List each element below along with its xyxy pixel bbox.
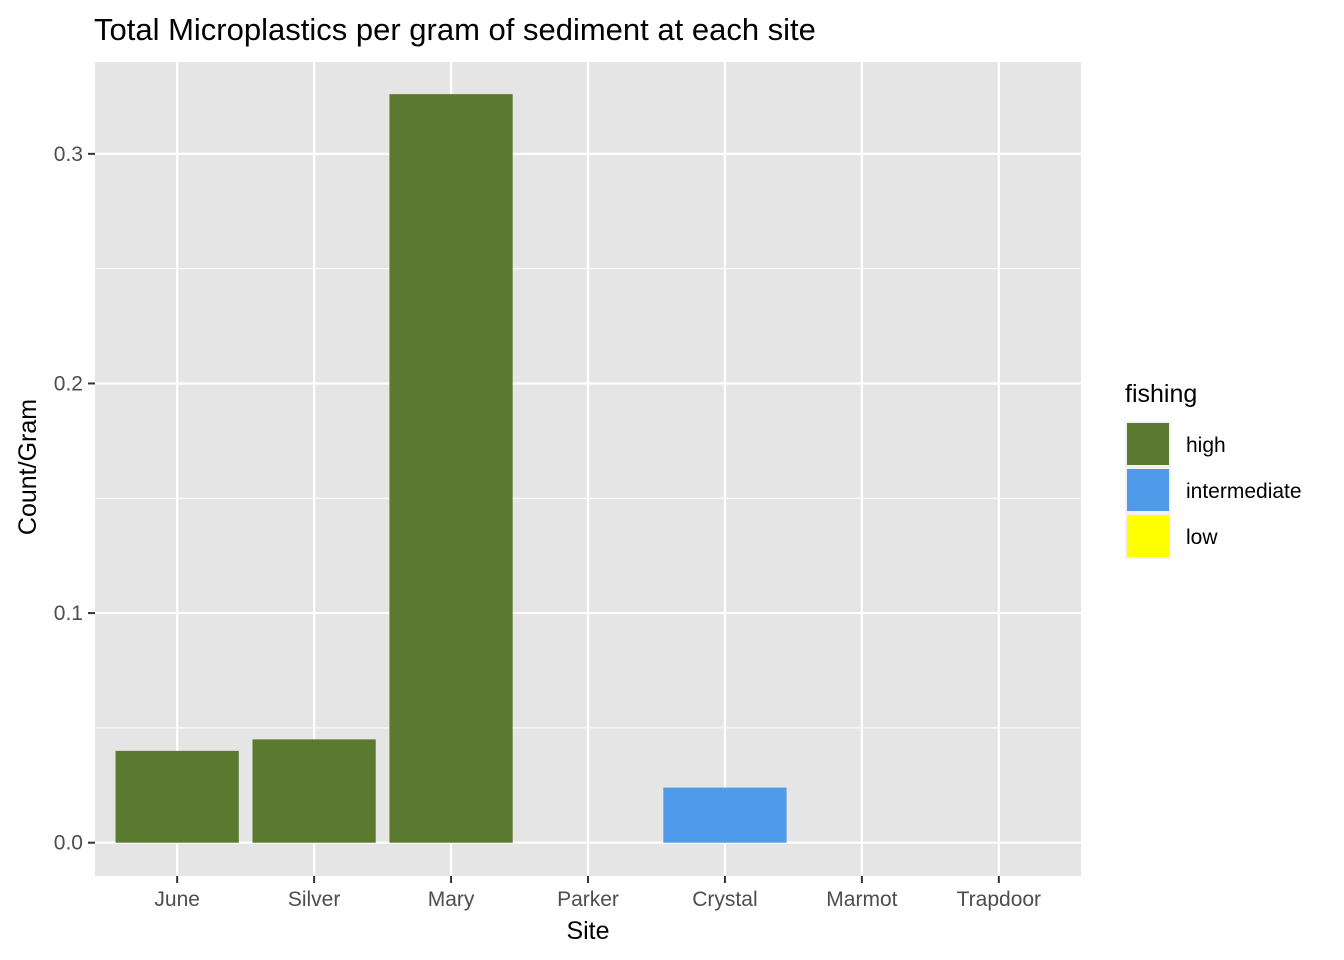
x-tick-label: Crystal xyxy=(692,888,757,911)
legend-items: high intermediate low xyxy=(1125,421,1302,559)
x-tick-label: Parker xyxy=(557,888,619,911)
bar-crystal xyxy=(663,787,787,843)
x-axis-title: Site xyxy=(566,917,609,945)
legend-swatch-high xyxy=(1127,423,1169,465)
x-axis: June Silver Mary Parker Crystal Marmot Trapdoo… xyxy=(154,876,1041,911)
y-tick-label: 0.3 xyxy=(54,143,83,166)
legend-swatch-low xyxy=(1127,515,1169,557)
y-tick-label: 0.2 xyxy=(54,372,83,395)
x-tick-label: Silver xyxy=(288,888,341,911)
bar-mary xyxy=(389,94,513,843)
x-tick-label: June xyxy=(154,888,200,911)
y-tick-label: 0.0 xyxy=(54,832,83,855)
legend-title: fishing xyxy=(1125,380,1197,408)
bar-silver xyxy=(252,739,376,843)
bar-june xyxy=(115,750,239,843)
x-tick-label: Trapdoor xyxy=(957,888,1041,911)
x-tick-label: Marmot xyxy=(826,888,897,911)
legend-swatch-intermediate xyxy=(1127,469,1169,511)
legend-label-high: high xyxy=(1186,434,1226,457)
chart-title: Total Microplastics per gram of sediment… xyxy=(94,12,816,47)
legend-label-low: low xyxy=(1186,526,1218,549)
y-tick-label: 0.1 xyxy=(54,602,83,625)
x-tick-label: Mary xyxy=(428,888,475,911)
legend: fishing high intermediate low xyxy=(1125,380,1302,559)
y-axis-title: Count/Gram xyxy=(14,399,42,535)
legend-label-intermediate: intermediate xyxy=(1186,480,1302,503)
bars-group xyxy=(115,94,787,843)
y-axis: 0.0 0.1 0.2 0.3 xyxy=(54,143,95,855)
